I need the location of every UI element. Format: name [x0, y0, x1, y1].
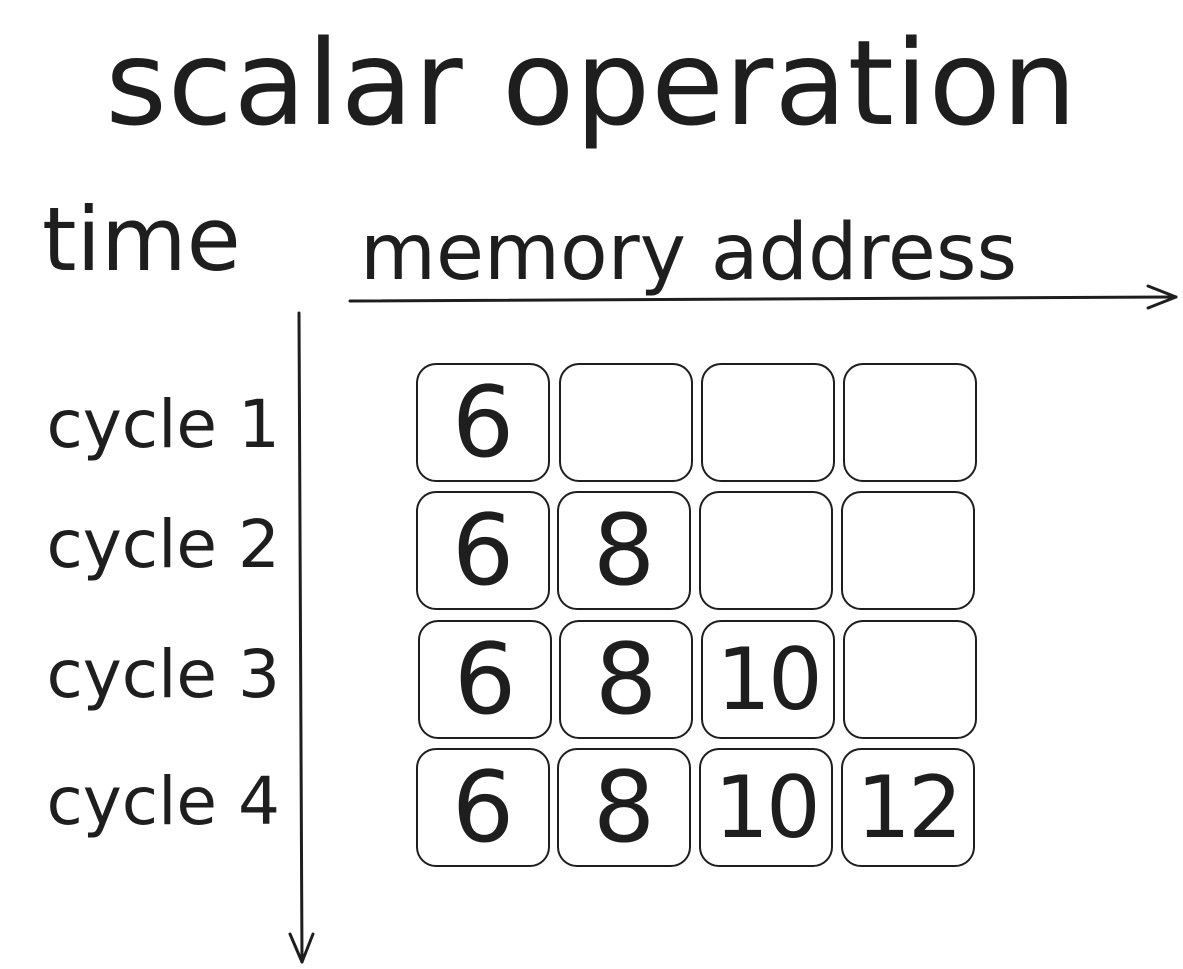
diagram-title: scalar operation	[105, 14, 1078, 152]
memory-cell: 8	[559, 620, 693, 739]
memory-cell	[559, 363, 693, 482]
memory-address-axis-arrowhead	[1146, 284, 1178, 310]
memory-cell: 10	[699, 748, 833, 867]
memory-cell	[841, 491, 975, 610]
cycle-label-3: cycle 3	[46, 636, 280, 713]
memory-cell: 8	[557, 748, 691, 867]
memory-cell: 8	[557, 491, 691, 610]
memory-cell: 6	[418, 620, 552, 739]
memory-cell	[843, 363, 977, 482]
cycle-label-4: cycle 4	[46, 763, 280, 840]
cycle-label-1: cycle 1	[46, 386, 280, 463]
memory-address-axis-label: memory address	[360, 208, 1018, 298]
memory-cell: 6	[416, 748, 550, 867]
memory-cell	[843, 620, 977, 739]
time-axis-line	[297, 311, 304, 964]
memory-cell: 6	[416, 491, 550, 610]
memory-cell: 6	[416, 363, 550, 482]
cycle-label-2: cycle 2	[46, 506, 280, 583]
memory-cell: 12	[841, 748, 975, 867]
time-axis-arrowhead	[288, 932, 315, 964]
memory-cell: 10	[701, 620, 835, 739]
time-axis-label: time	[42, 188, 241, 291]
memory-address-axis-line	[348, 295, 1178, 303]
memory-cell	[701, 363, 835, 482]
memory-cell	[699, 491, 833, 610]
